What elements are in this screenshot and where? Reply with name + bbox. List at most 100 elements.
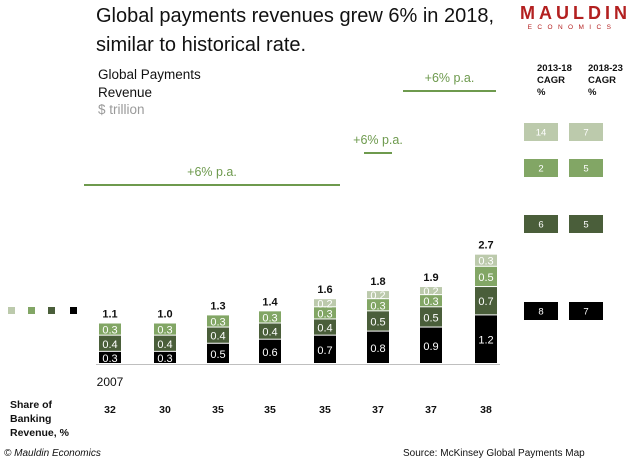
segment-label: 0.3 [102, 325, 117, 337]
segment-label: 0.2 [423, 286, 438, 298]
headline-line-2: similar to historical rate. [96, 34, 307, 56]
growth-label: +6% p.a. [425, 71, 475, 85]
cagr-value: 5 [583, 164, 588, 175]
total-label: 1.9 [423, 272, 438, 284]
bar-segment [154, 323, 176, 335]
total-label: 1.8 [370, 276, 385, 288]
share-label-line: Share of [10, 399, 53, 411]
bar-segment [314, 307, 336, 319]
cagr-value: 8 [538, 307, 543, 318]
segment-label: 0.4 [262, 327, 277, 339]
segment-label: 0.3 [317, 308, 332, 320]
bar-segment [475, 254, 497, 266]
cagr-box [524, 123, 558, 141]
share-label-line: Revenue, % [10, 427, 70, 439]
segment-label: 0.6 [262, 347, 277, 359]
segment-label: 0.9 [423, 341, 438, 353]
share-value: 35 [319, 404, 331, 416]
segment-label: 0.5 [423, 312, 438, 324]
cagr-header-line: CAGR [537, 75, 565, 86]
share-value: 30 [159, 404, 171, 416]
logo-main-text: MAULDIN [520, 3, 630, 23]
bar-segment [207, 315, 229, 327]
cagr-value: 2 [538, 164, 543, 175]
segment-label: 0.3 [157, 353, 172, 365]
copyright-note: © Mauldin Economics [4, 448, 101, 459]
source-note: Source: McKinsey Global Payments Map [403, 448, 585, 459]
segment-label: 0.3 [102, 353, 117, 365]
segment-label: 0.2 [317, 298, 332, 310]
segment-label: 0.2 [370, 290, 385, 302]
cagr-box [569, 302, 603, 320]
growth-label: +6% p.a. [187, 165, 237, 179]
bar-segment [475, 315, 497, 363]
x-tick-label: 2007 [97, 375, 124, 389]
bar-segment [259, 311, 281, 323]
bar-segment [207, 343, 229, 363]
total-label: 1.0 [157, 309, 172, 321]
bar-segment [367, 291, 389, 299]
segment-label: 0.4 [317, 323, 332, 335]
cagr-box [524, 215, 558, 233]
total-label: 1.4 [262, 296, 278, 308]
share-label-line: Banking [10, 413, 51, 425]
segment-label: 0.5 [370, 316, 385, 328]
segment-label: 0.3 [478, 256, 493, 268]
bar-segment [475, 287, 497, 315]
cagr-header-2018-23: 2018-23 CAGR % [588, 63, 623, 99]
cagr-box [569, 123, 603, 141]
bar-segment [259, 323, 281, 339]
segment-label: 0.3 [370, 300, 385, 312]
growth-label: +6% p.a. [353, 133, 403, 147]
cagr-header-line: 2013-18 [537, 63, 572, 74]
legend-swatch [48, 307, 55, 314]
segment-label: 0.3 [262, 312, 277, 324]
total-label: 2.7 [478, 240, 493, 252]
bar-segment [314, 319, 336, 335]
cagr-value: 5 [583, 220, 588, 231]
cagr-value: 14 [536, 128, 547, 139]
headline: Global payments revenues grew 6% in 2018… [96, 2, 494, 60]
cagr-value: 7 [583, 128, 588, 139]
bar-segment [420, 287, 442, 295]
bar-segment [259, 339, 281, 363]
cagr-value: 6 [538, 220, 543, 231]
share-value: 35 [264, 404, 276, 416]
bar-segment [367, 311, 389, 331]
bar-segment [367, 331, 389, 363]
bar-segment [420, 295, 442, 307]
segment-label: 0.7 [478, 296, 493, 308]
cagr-header-line: % [537, 87, 546, 98]
mauldin-logo: MAULDIN ECONOMICS [520, 3, 630, 32]
bar-segment [207, 327, 229, 343]
share-value: 35 [212, 404, 224, 416]
cagr-box [524, 302, 558, 320]
share-value: 37 [372, 404, 384, 416]
cagr-box [524, 159, 558, 177]
bar-segment [314, 335, 336, 363]
segment-label: 0.3 [423, 296, 438, 308]
share-value: 32 [104, 404, 116, 416]
legend-swatch [8, 307, 15, 314]
bar-segment [367, 299, 389, 311]
segment-label: 0.3 [157, 325, 172, 337]
cagr-value: 7 [583, 307, 588, 318]
cagr-box [569, 159, 603, 177]
headline-line-1: Global payments revenues grew 6% in 2018… [96, 5, 495, 27]
segment-label: 0.5 [210, 349, 225, 361]
legend-swatch [70, 307, 77, 314]
bar-segment [154, 351, 176, 363]
segment-label: 1.2 [478, 335, 493, 347]
total-label: 1.1 [102, 309, 117, 321]
share-value: 37 [425, 404, 437, 416]
bar-segment [420, 307, 442, 327]
bar-segment [314, 299, 336, 307]
cagr-header-line: % [588, 87, 597, 98]
chart-title: Global Payments Revenue [98, 67, 201, 100]
share-value: 38 [480, 404, 492, 416]
bar-segment [99, 323, 121, 335]
chart-unit: $ trillion [98, 102, 145, 117]
bar-segment [99, 351, 121, 363]
bar-segment [99, 335, 121, 351]
